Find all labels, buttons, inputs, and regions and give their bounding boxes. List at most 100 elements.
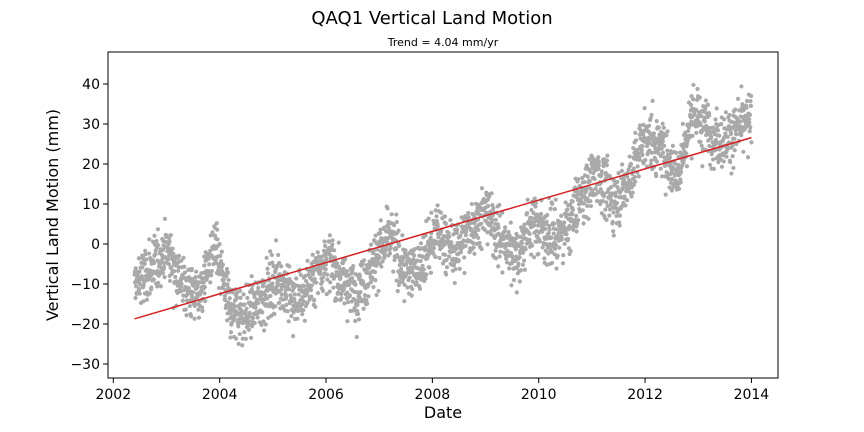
data-point	[323, 267, 328, 272]
y-tick-label: −30	[70, 357, 100, 373]
data-point	[365, 301, 370, 306]
data-point	[688, 102, 694, 108]
data-point	[236, 324, 241, 329]
data-point	[151, 277, 156, 282]
data-point	[342, 301, 347, 306]
data-point	[546, 251, 551, 256]
data-point	[663, 192, 668, 197]
data-point	[523, 247, 528, 252]
data-point	[407, 275, 412, 280]
data-point	[330, 242, 335, 247]
data-point	[568, 248, 573, 254]
data-point	[569, 217, 574, 222]
y-tick-label: −10	[70, 277, 100, 293]
data-point	[508, 220, 513, 225]
data-point	[234, 336, 239, 341]
data-point	[545, 212, 550, 218]
data-point	[498, 249, 503, 254]
data-point	[219, 249, 224, 254]
data-point	[506, 229, 511, 234]
data-point	[394, 212, 399, 217]
data-point	[745, 155, 751, 160]
data-point	[581, 221, 586, 226]
data-point	[632, 174, 637, 180]
data-point	[350, 276, 355, 281]
data-point	[689, 156, 694, 161]
data-point	[463, 243, 468, 248]
data-point	[619, 168, 625, 173]
data-point	[739, 133, 744, 138]
data-point	[226, 277, 231, 283]
data-point	[466, 215, 471, 220]
data-point	[457, 266, 462, 272]
data-point	[723, 131, 728, 136]
data-point	[565, 207, 570, 212]
data-point	[147, 237, 152, 242]
data-point	[739, 84, 744, 89]
data-point	[620, 187, 625, 192]
data-point	[585, 203, 590, 209]
data-point	[133, 266, 138, 271]
data-point	[376, 288, 381, 294]
data-point	[648, 116, 653, 121]
data-point	[433, 208, 438, 213]
data-point	[164, 233, 169, 238]
data-point	[163, 239, 169, 244]
data-point	[380, 259, 385, 264]
data-point	[593, 186, 598, 191]
data-point	[192, 316, 197, 321]
data-point	[553, 197, 558, 202]
data-point	[585, 174, 590, 179]
data-point	[444, 265, 450, 270]
data-point	[391, 223, 397, 228]
data-point	[320, 279, 325, 284]
data-point	[559, 213, 564, 218]
data-point	[286, 286, 292, 292]
data-point	[708, 129, 713, 135]
data-point	[444, 257, 449, 263]
data-point	[459, 215, 464, 220]
data-point	[564, 232, 569, 237]
data-point	[503, 225, 508, 230]
data-point	[386, 225, 391, 231]
chart-subtitle: Trend = 4.04 mm/yr	[387, 36, 499, 49]
data-point	[301, 298, 306, 304]
data-point	[353, 318, 358, 324]
data-point	[341, 287, 347, 292]
data-point	[497, 202, 502, 208]
data-point	[453, 267, 458, 272]
data-point	[633, 130, 638, 135]
data-point	[580, 208, 585, 213]
data-point	[167, 236, 172, 241]
data-point	[405, 285, 410, 290]
data-point	[452, 280, 457, 286]
data-point	[479, 246, 484, 252]
data-point	[608, 202, 613, 207]
data-point	[731, 165, 736, 171]
data-point	[249, 274, 254, 279]
data-point	[283, 288, 288, 293]
data-point	[543, 226, 548, 232]
data-point	[587, 157, 592, 162]
data-point	[643, 158, 648, 163]
data-point	[691, 97, 696, 102]
data-point	[546, 230, 551, 236]
data-point	[699, 143, 704, 148]
data-point	[636, 174, 641, 179]
data-point	[378, 231, 383, 236]
data-point	[397, 279, 402, 285]
data-point	[370, 275, 375, 280]
data-point	[346, 300, 351, 305]
data-point	[420, 263, 425, 268]
data-point	[268, 249, 273, 254]
data-point	[171, 251, 176, 256]
data-point	[490, 218, 495, 223]
data-point	[374, 292, 379, 298]
data-point	[615, 185, 620, 190]
data-points	[132, 82, 754, 348]
data-point	[246, 319, 251, 324]
x-tick-label: 2012	[627, 387, 663, 403]
data-point	[202, 291, 207, 296]
data-point	[666, 176, 671, 182]
data-point	[449, 240, 454, 245]
